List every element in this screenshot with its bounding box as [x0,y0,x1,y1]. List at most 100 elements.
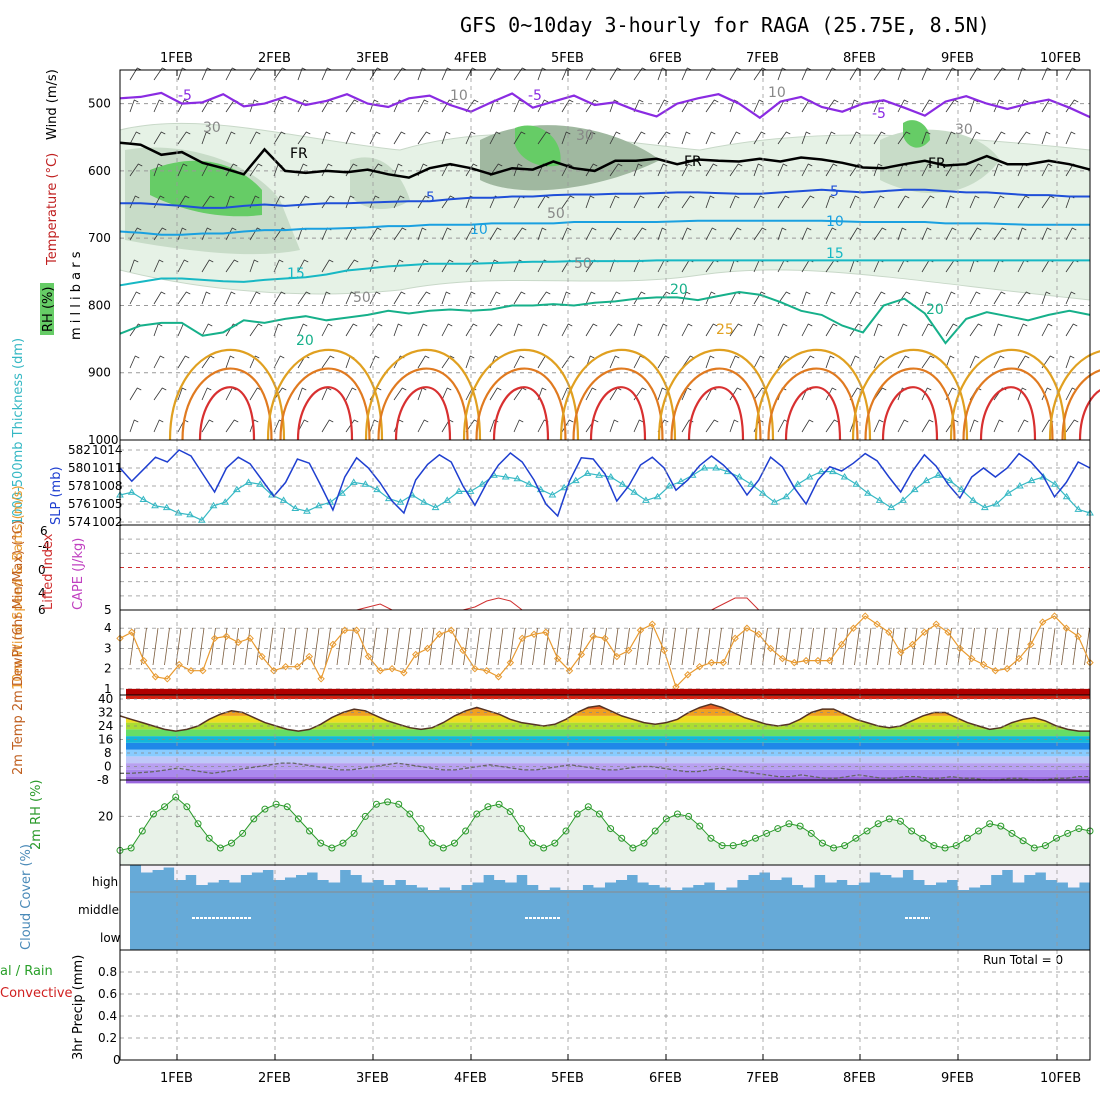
rh-marker [127,844,135,852]
thickness-marker [747,480,755,487]
wind-barb [993,195,1005,209]
rh-marker [863,827,871,835]
thickness-marker [314,501,323,509]
wind-speed-marker [128,628,136,636]
cloud-high-gap [361,865,374,883]
wind-barb [969,323,983,337]
thickness-marker [186,510,195,518]
rh-marker [462,827,470,835]
contour-label: 10 [450,88,468,104]
thickness-marker [373,485,381,493]
wind-barb [273,195,285,209]
wind-barb [657,323,668,337]
surface-wind-barb [428,627,435,666]
wind-barb [177,355,190,369]
wind-barb [609,227,622,241]
wind-barb [297,419,309,433]
contour-label: 30 [576,128,594,144]
wind-barb [465,163,478,177]
wind-speed-marker [317,675,325,683]
wind-barb [345,67,357,81]
rh-marker [138,827,146,835]
wind-barb [153,323,163,337]
surface-wind-barb [348,627,354,666]
slp-tick: 1008 [92,479,123,493]
wind-barb [465,323,478,337]
wind-barb [561,291,571,305]
rh-marker [250,815,258,823]
wind-barb [729,99,739,113]
date-label-top: 6FEB [649,51,682,66]
wind-barb [297,291,311,305]
surface-wind-barb [670,627,676,666]
surface-wind-barb [796,627,803,666]
wind-barb [489,323,503,337]
wind-barb [249,387,262,401]
wind-barb [585,163,598,177]
wind-barb [633,291,646,305]
contour-warm [881,386,939,441]
temp-tick: 8 [104,746,112,760]
wind-speed-marker [542,628,550,636]
wind-barb [561,323,573,337]
wind-barb [945,227,957,241]
wind-speed-marker [1062,624,1071,632]
cloud-high-gap [935,865,948,883]
rh-marker [774,825,782,833]
wind-barb [657,387,667,401]
rh-marker [584,803,592,811]
wind-speed-marker [695,662,704,671]
surface-wind-barb [601,627,607,666]
wind-barb [225,195,235,209]
wind-barb [441,99,454,113]
wind-speed-marker [151,673,160,681]
rh-marker [707,834,715,842]
cloud-high-gap [604,865,617,883]
wind-barb [825,355,835,369]
contour-warm [962,367,1054,441]
cloud-high-gap [902,865,914,870]
wind-barb [777,355,790,369]
rh-marker [1041,842,1049,850]
cloud-high-gap [251,865,263,873]
wind-barb [681,195,695,209]
rh-marker [818,839,826,847]
surface-wind-barb [1038,627,1044,666]
surface-wind-barb [486,627,492,666]
thickness-marker [712,464,720,471]
wind-barb [849,131,861,145]
precip-tick: 0.4 [98,1009,117,1023]
wind-barb [609,323,623,337]
wind-barb [825,163,838,177]
cloud-high-gap [240,865,252,875]
rh-marker [975,827,983,835]
wind-speed-marker [589,632,597,641]
wind-speed-marker [743,624,751,632]
wind-barb [585,195,595,209]
temp-tick: 0 [104,760,112,774]
wind-barb [729,419,739,433]
surface-wind-barb [371,627,377,666]
thickness-marker [1074,505,1083,512]
rh-marker [306,827,314,835]
cloud-high-gap [317,865,330,880]
wind-barb [177,195,190,209]
wind-barb [753,291,766,305]
rh-marker [763,829,771,837]
wind-speed-marker [482,667,491,675]
wind-barb [705,131,716,145]
wind-barb [1065,131,1076,145]
cape-tick: 5 [104,603,112,617]
wind-barb [225,67,237,81]
surface-wind-barb [911,627,918,666]
wind-barb [969,67,982,81]
rh-marker [216,844,224,852]
cloud-high-gap [615,865,628,880]
cloud-high-gap [803,865,815,888]
wind-barb [273,131,286,145]
wind-barb [537,227,547,241]
wind-speed-marker [1015,654,1023,663]
cloud-high-gap [1034,865,1047,873]
surface-wind-barb [693,627,699,666]
wind-barb [249,323,263,337]
